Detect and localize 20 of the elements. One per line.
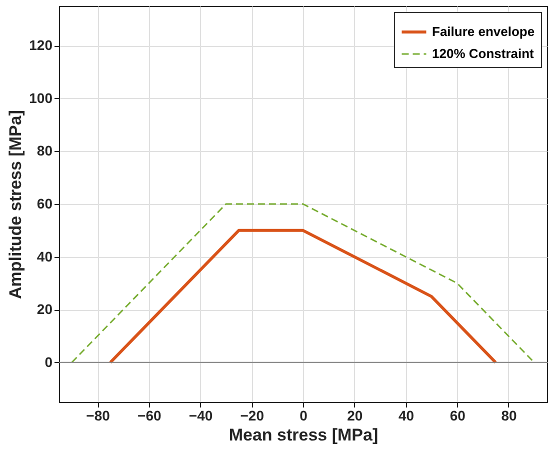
legend-label: 120% Constraint (432, 46, 535, 61)
x-axis-title: Mean stress [MPa] (228, 426, 378, 444)
y-tick-label: 20 (36, 301, 53, 318)
y-tick-label: 40 (36, 248, 53, 264)
x-tick-label: −80 (86, 408, 110, 424)
y-tick-label: 0 (44, 354, 53, 370)
x-tick-label: −60 (138, 408, 162, 424)
y-tick-label: 100 (29, 90, 53, 106)
y-tick-label: 80 (36, 142, 53, 159)
y-axis-title: Amplitude stress [MPa] (6, 110, 26, 299)
y-tick-label: 120 (29, 37, 53, 54)
y-tick-label: 60 (36, 196, 53, 212)
x-tick-label: 20 (347, 408, 363, 424)
legend-label: Failure envelope (432, 24, 535, 39)
x-tick-label: 0 (300, 408, 308, 424)
x-tick-label: −20 (240, 408, 264, 424)
x-tick-label: 60 (450, 408, 466, 424)
x-tick-label: −40 (188, 408, 213, 424)
x-tick-label: 80 (501, 408, 517, 424)
x-tick-label: 40 (398, 408, 414, 424)
